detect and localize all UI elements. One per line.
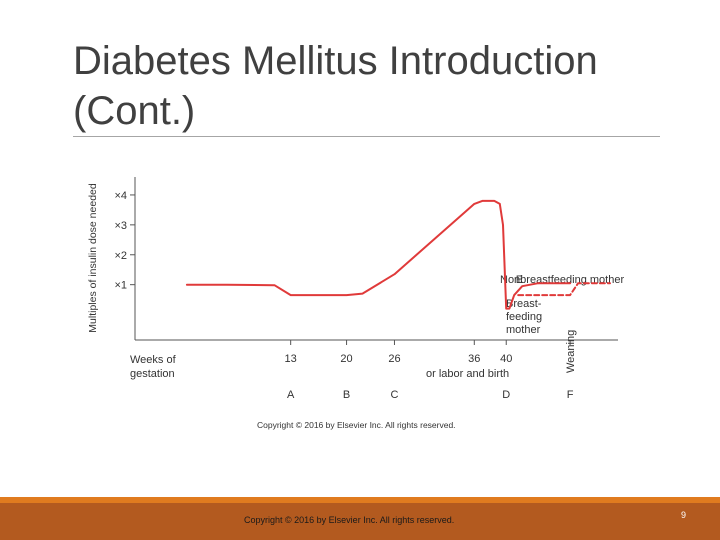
x-tick-label-5: 40 bbox=[500, 353, 512, 365]
y-tick-label-2: ×2 bbox=[114, 250, 127, 262]
series-line-pregnancy bbox=[185, 199, 540, 310]
x-tick-label-1: 13 bbox=[285, 353, 297, 365]
slide-title-line-1: Diabetes Mellitus Introduction bbox=[73, 39, 598, 83]
y-tick-label-1: ×1 bbox=[114, 280, 127, 292]
insulin-dose-figure: Multiples of insulin dose needed Weeks o… bbox=[80, 160, 640, 435]
x-axis-label-line-2: gestation bbox=[130, 368, 175, 380]
y-axis-label: Multiples of insulin dose needed bbox=[87, 183, 99, 333]
phase-label-c: C bbox=[390, 389, 398, 401]
title-divider bbox=[73, 136, 660, 137]
phase-label-d: D bbox=[502, 389, 510, 401]
footer-copyright: Copyright © 2016 by Elsevier Inc. All ri… bbox=[244, 515, 455, 525]
phase-label-b: B bbox=[343, 389, 350, 401]
y-tick-label-3: ×3 bbox=[114, 220, 127, 232]
x-tick-label-3: 26 bbox=[388, 353, 400, 365]
page-number: 9 bbox=[681, 510, 687, 520]
breastfeeding-label-line-3: mother bbox=[506, 324, 541, 336]
x-end-label: or labor and birth bbox=[426, 368, 509, 380]
insulin-dose-chart: Multiples of insulin dose needed Weeks o… bbox=[87, 177, 624, 430]
figure-copyright: Copyright © 2016 by Elsevier Inc. All ri… bbox=[257, 420, 456, 430]
slide-title-line-2: (Cont.) bbox=[73, 89, 196, 133]
x-tick-label-4: 36 bbox=[468, 353, 480, 365]
footer-accent-band bbox=[0, 497, 720, 503]
phase-label-f: F bbox=[567, 389, 574, 401]
x-tick-label-2: 20 bbox=[340, 353, 352, 365]
phase-label-a: A bbox=[287, 389, 295, 401]
phase-label-e: E bbox=[516, 274, 523, 286]
breastfeeding-label-line-2: feeding bbox=[506, 311, 542, 323]
series-line-breastfeeding-mother bbox=[517, 282, 611, 297]
y-tick-label-4: ×4 bbox=[114, 190, 127, 202]
breastfeeding-label-line-1: Breast- bbox=[506, 298, 542, 310]
weaning-label: Weaning bbox=[565, 330, 577, 373]
slide-title: Diabetes Mellitus Introduction (Cont.) bbox=[73, 36, 673, 136]
footer-bar bbox=[0, 503, 720, 540]
x-axis-label-line-1: Weeks of bbox=[130, 354, 177, 366]
